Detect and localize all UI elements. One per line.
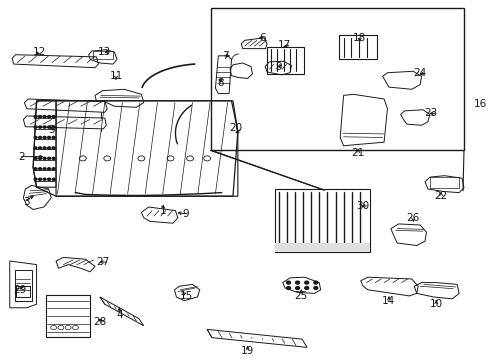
Circle shape <box>295 287 299 289</box>
Circle shape <box>34 157 37 159</box>
Bar <box>275 243 370 252</box>
Circle shape <box>287 281 291 284</box>
Circle shape <box>52 126 55 128</box>
Circle shape <box>305 281 309 284</box>
Bar <box>93 51 113 59</box>
Text: 11: 11 <box>109 71 122 81</box>
Text: 9: 9 <box>182 209 189 219</box>
Text: 10: 10 <box>430 299 443 309</box>
Text: 7: 7 <box>222 51 228 61</box>
Circle shape <box>52 157 55 159</box>
Circle shape <box>43 126 46 128</box>
Circle shape <box>52 136 55 139</box>
Text: 8: 8 <box>217 78 223 88</box>
Circle shape <box>287 287 291 289</box>
Text: 22: 22 <box>435 191 448 201</box>
Circle shape <box>43 178 46 180</box>
Text: 14: 14 <box>382 296 395 306</box>
Circle shape <box>39 157 42 159</box>
Circle shape <box>34 116 37 118</box>
Circle shape <box>52 116 55 118</box>
Circle shape <box>34 136 37 139</box>
Bar <box>46 295 90 337</box>
Text: 1: 1 <box>160 206 167 216</box>
Bar <box>339 35 377 59</box>
Text: 26: 26 <box>407 213 420 223</box>
Circle shape <box>39 168 42 170</box>
Text: 15: 15 <box>179 291 193 301</box>
Circle shape <box>39 126 42 128</box>
Text: 16: 16 <box>474 99 487 109</box>
Circle shape <box>43 116 46 118</box>
Text: 27: 27 <box>97 257 110 267</box>
Text: 18: 18 <box>353 33 367 43</box>
Text: 19: 19 <box>241 346 254 356</box>
Circle shape <box>34 168 37 170</box>
Circle shape <box>48 126 50 128</box>
Circle shape <box>39 136 42 139</box>
Circle shape <box>314 287 318 289</box>
Circle shape <box>52 168 55 170</box>
Circle shape <box>52 147 55 149</box>
Text: 9: 9 <box>275 62 282 72</box>
Bar <box>16 286 30 297</box>
Circle shape <box>39 178 42 180</box>
Text: 3: 3 <box>24 197 30 207</box>
Bar <box>15 270 32 301</box>
Text: 20: 20 <box>230 123 243 133</box>
Circle shape <box>43 136 46 139</box>
Text: 21: 21 <box>352 148 365 158</box>
Circle shape <box>295 281 299 284</box>
Text: 25: 25 <box>294 291 308 301</box>
Text: 4: 4 <box>116 310 122 320</box>
Circle shape <box>39 116 42 118</box>
Text: 17: 17 <box>278 40 292 50</box>
Circle shape <box>48 157 50 159</box>
Circle shape <box>43 157 46 159</box>
Circle shape <box>39 147 42 149</box>
Circle shape <box>48 116 50 118</box>
Circle shape <box>34 178 37 180</box>
Circle shape <box>48 168 50 170</box>
Text: 2: 2 <box>19 152 25 162</box>
Text: 12: 12 <box>33 47 47 57</box>
Text: 28: 28 <box>93 317 106 327</box>
Circle shape <box>48 136 50 139</box>
Text: 29: 29 <box>14 285 27 295</box>
Bar <box>211 8 464 150</box>
Circle shape <box>43 147 46 149</box>
Circle shape <box>48 178 50 180</box>
Circle shape <box>43 168 46 170</box>
Circle shape <box>305 287 309 289</box>
Circle shape <box>314 281 318 284</box>
Bar <box>430 177 459 188</box>
Circle shape <box>34 126 37 128</box>
Text: 24: 24 <box>413 68 426 78</box>
Bar <box>275 189 370 252</box>
Text: 23: 23 <box>424 108 438 118</box>
Text: 5: 5 <box>48 125 54 135</box>
Circle shape <box>48 147 50 149</box>
Circle shape <box>34 147 37 149</box>
Bar <box>267 47 304 74</box>
Text: 30: 30 <box>356 201 369 211</box>
Text: 13: 13 <box>98 47 111 57</box>
Circle shape <box>52 178 55 180</box>
Text: 6: 6 <box>259 33 266 43</box>
